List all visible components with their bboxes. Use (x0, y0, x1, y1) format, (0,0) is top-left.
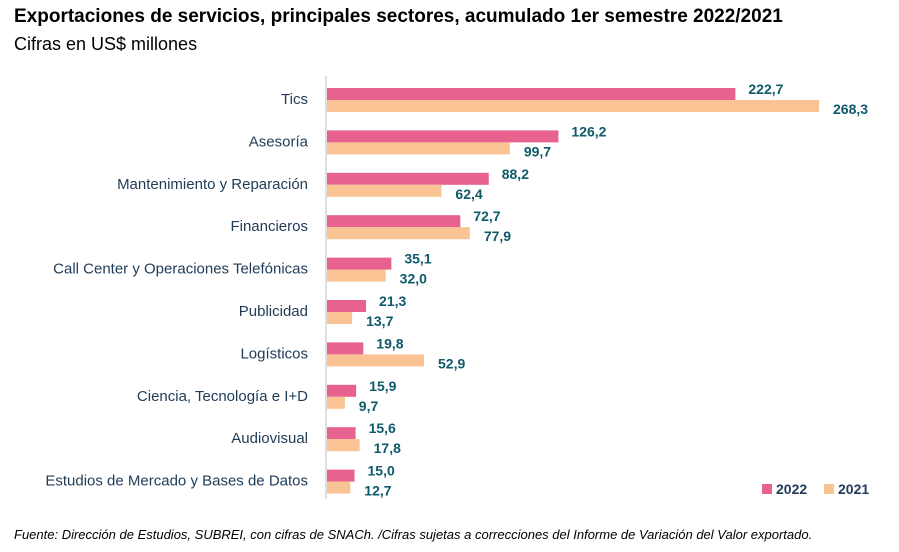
value-label-2021: 13,7 (366, 313, 393, 329)
value-label-2021: 32,0 (400, 271, 427, 287)
bar-2022 (327, 342, 364, 355)
value-label-2022: 15,9 (369, 378, 396, 394)
bar-2022 (327, 172, 489, 185)
value-label-2022: 126,2 (571, 123, 606, 139)
value-label-2022: 222,7 (748, 81, 783, 97)
bars-group (327, 88, 819, 494)
category-label: Logísticos (240, 345, 308, 362)
value-label-2021: 62,4 (455, 186, 482, 202)
value-label-2021: 268,3 (833, 101, 868, 117)
value-label-2021: 77,9 (484, 228, 511, 244)
bar-2021 (327, 354, 425, 367)
bar-2022 (327, 469, 355, 482)
value-label-2021: 99,7 (524, 143, 551, 159)
value-label-2021: 52,9 (438, 355, 465, 371)
bar-2022 (327, 215, 461, 228)
bar-2022 (327, 257, 392, 270)
value-label-2022: 72,7 (473, 208, 500, 224)
value-label-2021: 9,7 (359, 398, 379, 414)
value-label-2022: 21,3 (379, 293, 406, 309)
category-label: Audiovisual (231, 430, 308, 447)
legend-swatch-2022 (762, 484, 772, 494)
bar-2021 (327, 100, 819, 112)
value-label-2021: 12,7 (364, 483, 391, 499)
category-label: Asesoría (249, 133, 309, 150)
bar-2021 (327, 227, 470, 240)
category-label: Estudios de Mercado y Bases de Datos (45, 473, 308, 490)
value-label-2022: 15,0 (368, 463, 395, 479)
bar-2021 (327, 481, 351, 494)
bar-2022 (327, 384, 357, 397)
bar-2021 (327, 312, 353, 324)
legend-label-2021: 2021 (838, 481, 869, 497)
bar-2021 (327, 269, 386, 282)
bar-chart: Tics Asesoría Mantenimiento y Reparación Fi… (45, 76, 869, 499)
bar-2022 (327, 427, 356, 440)
value-label-2021: 17,8 (374, 440, 401, 456)
chart-title: Exportaciones de servicios, principales … (14, 6, 783, 27)
value-label-2022: 35,1 (404, 251, 431, 267)
bar-2021 (327, 184, 442, 197)
value-label-2022: 15,6 (369, 420, 396, 436)
category-label: Financieros (230, 218, 308, 235)
value-labels: 222,7 268,3 126,2 99,7 88,2 62,4 72,7 77,9 35,1 3… (359, 81, 868, 499)
bar-2022 (327, 88, 736, 100)
category-label: Publicidad (239, 303, 308, 320)
legend-swatch-2021 (824, 484, 834, 494)
bar-2021 (327, 396, 345, 409)
legend: 2022 2021 (762, 481, 869, 497)
bar-2022 (327, 300, 367, 312)
bar-2021 (327, 142, 510, 155)
bar-2022 (327, 130, 559, 143)
category-label: Call Center y Operaciones Telefónicas (53, 261, 308, 278)
category-label: Ciencia, Tecnología e I+D (137, 388, 308, 405)
chart-subtitle: Cifras en US$ millones (14, 34, 198, 54)
legend-label-2022: 2022 (776, 481, 807, 497)
category-label: Mantenimiento y Reparación (117, 176, 308, 193)
source-note: Fuente: Dirección de Estudios, SUBREI, c… (14, 527, 813, 542)
category-label: Tics (281, 91, 308, 108)
value-label-2022: 88,2 (502, 166, 529, 182)
bar-2021 (327, 439, 360, 452)
category-labels: Tics Asesoría Mantenimiento y Reparación Fi… (45, 91, 308, 490)
value-label-2022: 19,8 (376, 335, 403, 351)
